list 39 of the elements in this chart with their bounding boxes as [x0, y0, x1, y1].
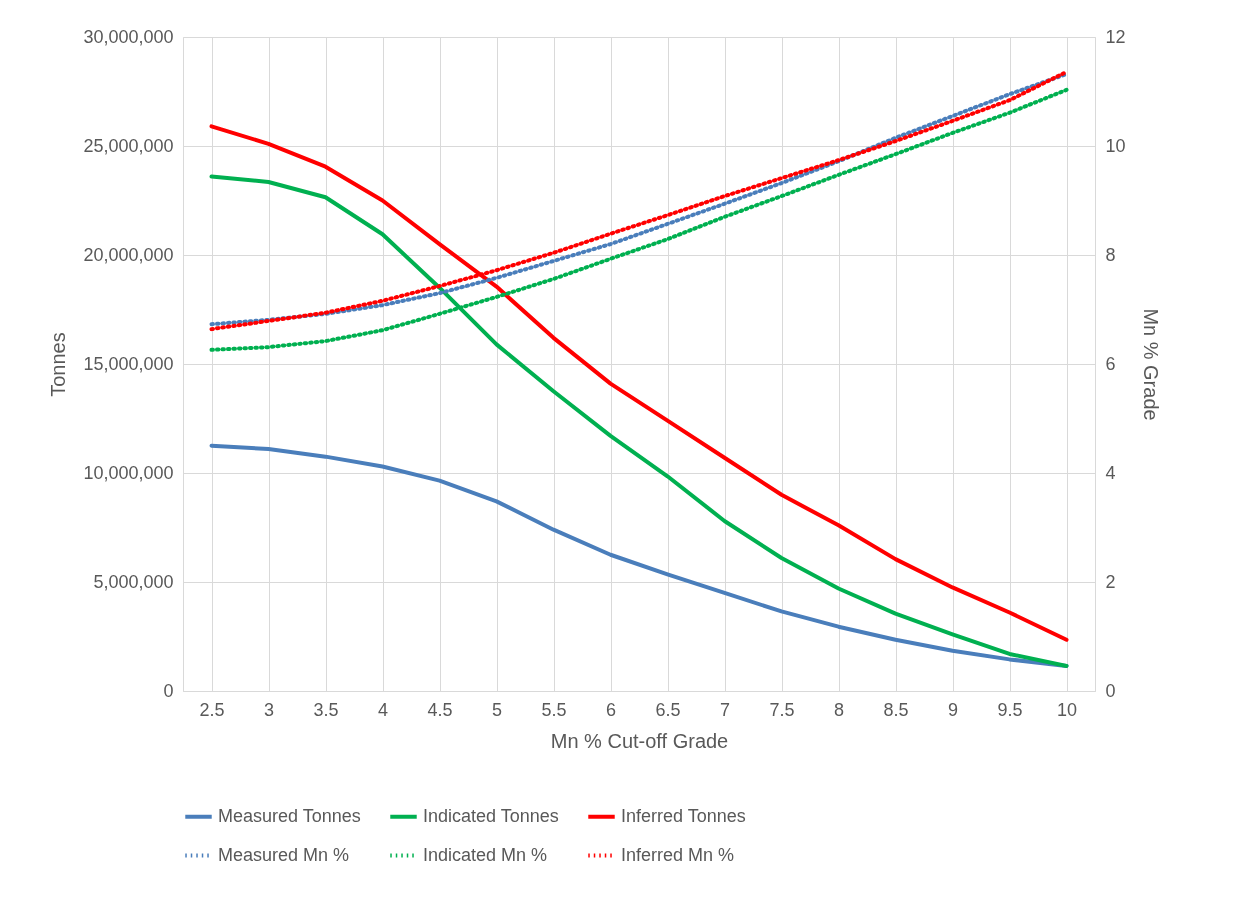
y-tick-label: 30,000,000: [83, 26, 174, 47]
y-tick-label: 10,000,000: [83, 462, 174, 483]
y2-tick-label: 0: [1105, 680, 1116, 701]
x-tick-label: 2.5: [199, 699, 225, 720]
y2-axis-title: Mn % Grade: [1139, 308, 1162, 421]
y-tick-label: 5,000,000: [93, 571, 174, 592]
x-tick-label: 5.5: [541, 699, 567, 720]
y2-tick-label: 12: [1105, 26, 1126, 47]
x-tick-label: 4: [377, 699, 389, 720]
y2-tick-label: 10: [1105, 135, 1126, 156]
y-tick-label: 20,000,000: [83, 244, 174, 265]
y-tick-label: 25,000,000: [83, 135, 174, 156]
x-tick-label: 7: [719, 699, 731, 720]
x-tick-label: 6: [605, 699, 617, 720]
x-tick-label: 4.5: [427, 699, 453, 720]
legend-label: Inferred Mn %: [621, 844, 735, 865]
legend-label: Measured Mn %: [218, 844, 350, 865]
x-tick-label: 8.5: [883, 699, 909, 720]
y-tick-label: 0: [163, 680, 174, 701]
x-tick-label: 3.5: [313, 699, 339, 720]
x-axis-title: Mn % Cut-off Grade: [550, 729, 729, 752]
x-tick-label: 6.5: [655, 699, 681, 720]
x-tick-label: 7.5: [769, 699, 795, 720]
y-tick-label: 15,000,000: [83, 353, 174, 374]
x-tick-label: 9.5: [997, 699, 1023, 720]
legend-label: Indicated Tonnes: [423, 805, 559, 826]
legend-label: Indicated Mn %: [423, 844, 548, 865]
y2-tick-label: 8: [1105, 244, 1116, 265]
legend-label: Inferred Tonnes: [621, 805, 746, 826]
y2-tick-label: 4: [1105, 462, 1116, 483]
x-tick-label: 5: [491, 699, 503, 720]
x-tick-label: 9: [947, 699, 959, 720]
legend-label: Measured Tonnes: [218, 805, 361, 826]
x-tick-label: 3: [263, 699, 275, 720]
y-axis-title: Tonnes: [47, 332, 70, 397]
y2-tick-label: 6: [1105, 353, 1116, 374]
y2-tick-label: 2: [1105, 571, 1116, 592]
x-tick-label: 8: [833, 699, 845, 720]
x-tick-label: 10: [1056, 699, 1078, 720]
